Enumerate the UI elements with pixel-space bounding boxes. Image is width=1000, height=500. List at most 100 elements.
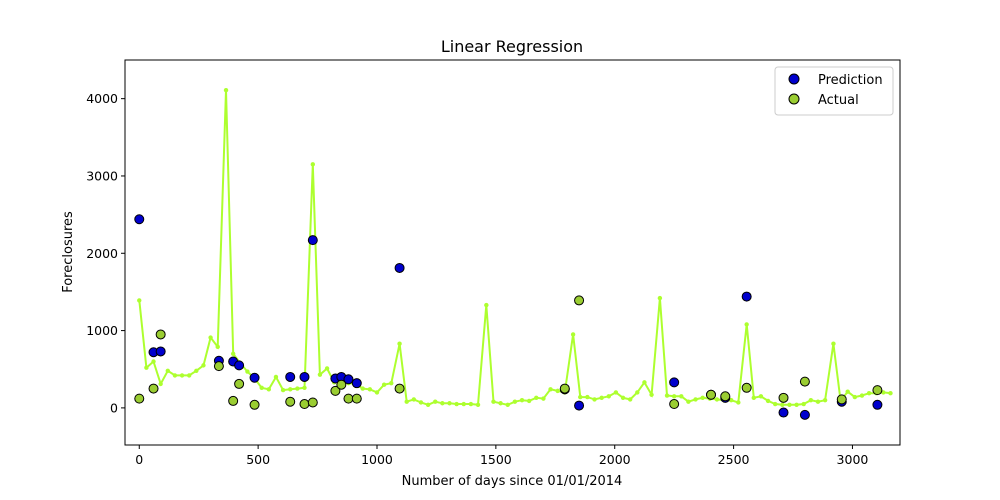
line-point [548, 387, 553, 392]
actual-point [285, 396, 296, 407]
actual-point [134, 393, 145, 404]
line-point [468, 401, 474, 407]
line-point [578, 394, 583, 400]
prediction-point [394, 262, 405, 273]
line-point [418, 400, 424, 405]
line-point [498, 401, 503, 406]
line-point [151, 359, 156, 364]
prediction-point [351, 378, 362, 389]
x-tick-label: 2000 [599, 452, 631, 467]
legend-box [774, 66, 894, 116]
line-point [230, 351, 236, 356]
line-point [288, 387, 293, 392]
line-point [815, 399, 821, 404]
line-point [208, 335, 213, 340]
prediction-point [799, 409, 810, 420]
actual-point [836, 394, 847, 405]
line-point [186, 373, 192, 378]
line-point [751, 395, 756, 401]
line-point [324, 366, 330, 371]
actual-point [741, 382, 752, 393]
line-point [280, 387, 286, 393]
y-tick-label: 1000 [86, 323, 118, 338]
prediction-point [574, 400, 585, 411]
line-point [447, 401, 452, 406]
actual-point [155, 329, 166, 340]
legend-marker-prediction [788, 73, 800, 85]
line-point [671, 394, 677, 399]
actual-point [228, 395, 239, 406]
y-tick-label: 3000 [86, 168, 118, 183]
line-point [700, 395, 705, 401]
actual-point [669, 399, 680, 410]
line-point [635, 390, 640, 395]
line-point [693, 397, 698, 402]
y-tick-label: 0 [110, 400, 118, 415]
line-point [787, 402, 792, 407]
line-point [541, 396, 546, 401]
line-point [397, 341, 402, 346]
x-tick-label: 0 [135, 452, 143, 467]
line-point [137, 298, 142, 303]
plot-area-frame [124, 59, 901, 446]
line-point [461, 401, 466, 407]
line-point [433, 399, 438, 404]
line-point [613, 390, 619, 395]
prediction-point [234, 360, 245, 371]
line-point [845, 389, 850, 394]
line-point [852, 394, 858, 400]
legend-marker-actual [788, 93, 800, 105]
line-point [165, 368, 170, 373]
line-point [475, 402, 481, 407]
actual-point [778, 392, 789, 403]
actual-point [351, 393, 362, 404]
x-tick-label: 2500 [718, 452, 750, 467]
actual-point [307, 397, 318, 408]
line-point [144, 365, 149, 370]
line-point [310, 162, 316, 167]
line-point [772, 401, 778, 407]
line-point [585, 394, 590, 400]
y-tick-label: 2000 [86, 246, 118, 261]
line-point [194, 368, 199, 373]
prediction-point [307, 235, 318, 246]
line-point [381, 382, 387, 387]
x-tick-label: 3000 [837, 452, 869, 467]
line-point [794, 402, 799, 407]
line-point [374, 390, 380, 395]
prediction-point [872, 399, 883, 410]
line-point [686, 399, 691, 404]
actual-point [148, 383, 159, 394]
actual-point [213, 361, 224, 372]
actual-point [234, 378, 245, 389]
line-point [317, 372, 323, 377]
line-point [534, 395, 539, 401]
prediction-point [741, 291, 752, 302]
legend-label-actual: Actual [818, 93, 859, 108]
line-point [266, 387, 272, 392]
trend-line [138, 90, 891, 406]
actual-point [872, 385, 883, 396]
line-point [664, 393, 670, 398]
legend: Prediction Actual [774, 66, 894, 116]
prediction-point [249, 372, 260, 383]
line-point [512, 399, 518, 404]
x-axis-title: Number of days since 01/01/2014 [402, 474, 623, 489]
line-point [570, 332, 576, 337]
line-point [404, 399, 409, 404]
line-point [179, 373, 185, 378]
actual-point [394, 383, 405, 394]
line-point [801, 401, 806, 407]
line-point [714, 397, 720, 402]
line-point [657, 295, 663, 301]
line-point [389, 380, 394, 386]
actual-point [336, 379, 347, 390]
line-point [259, 385, 264, 390]
line-point [642, 380, 647, 385]
actual-point [720, 391, 731, 402]
line-point [758, 394, 764, 399]
line-point [158, 381, 163, 387]
prediction-point [285, 371, 296, 382]
y-tick-label: 4000 [86, 91, 118, 106]
